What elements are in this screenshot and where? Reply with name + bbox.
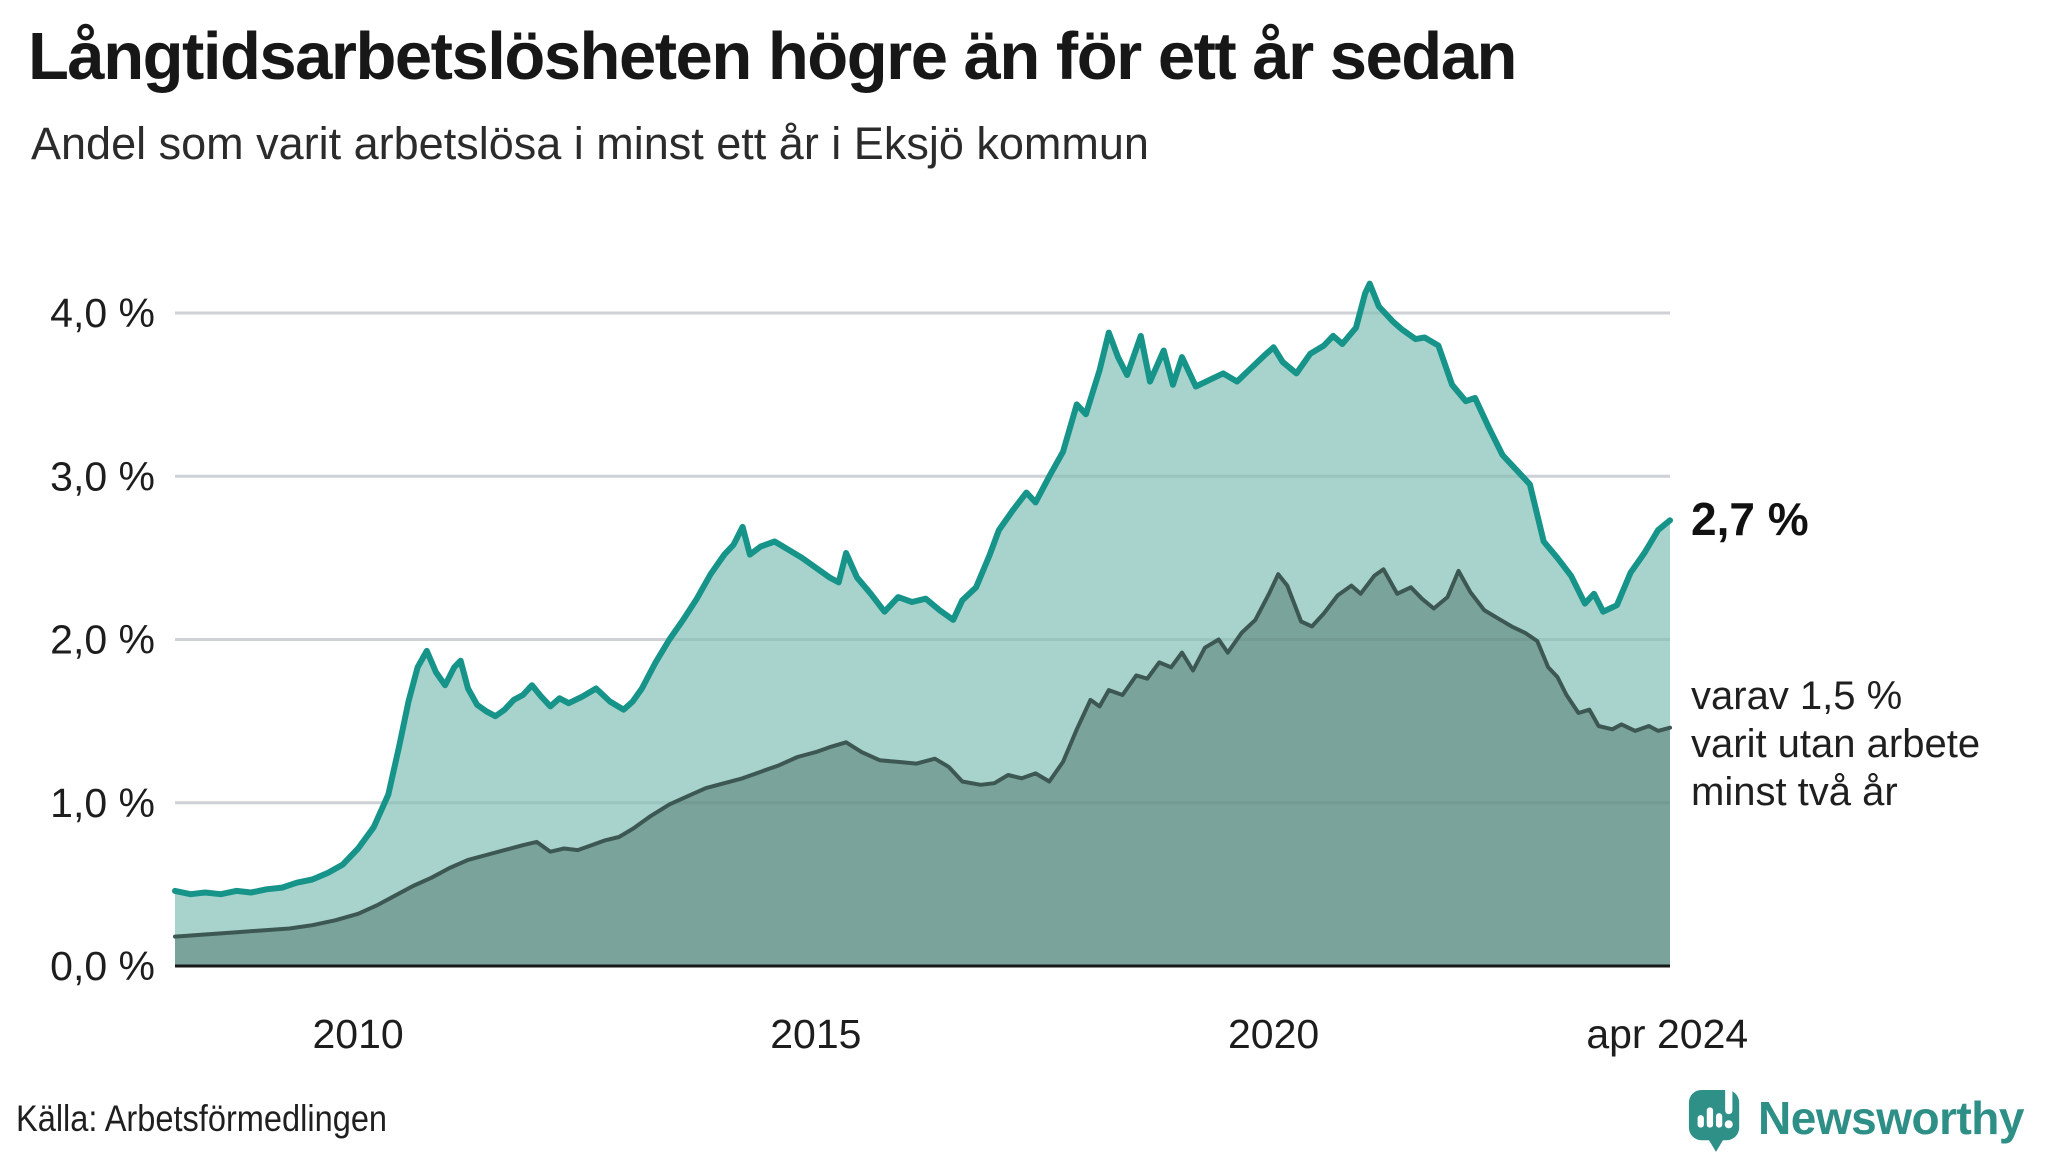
- y-tick-label-1: 1,0 %: [50, 780, 155, 826]
- latest-value-label: 2,7 %: [1691, 493, 1809, 545]
- secondary-annotation: varav 1,5 % varit utan arbete minst två …: [1691, 672, 1980, 816]
- line-unemployed-2yr: [173, 567, 1672, 939]
- y-tick-label-3: 3,0 %: [50, 453, 155, 499]
- x-tick-label-2010: 2010: [312, 1011, 403, 1057]
- x-tick-label-2015: 2015: [770, 1011, 861, 1057]
- area-unemployed-2yr: [175, 569, 1670, 966]
- y-tick-label-4: 4,0 %: [50, 290, 155, 336]
- secondary-annotation-line2: varit utan arbete: [1691, 722, 1981, 766]
- newsworthy-logo-text: Newsworthy: [1758, 1092, 2024, 1144]
- newsworthy-logo-icon: [1688, 1083, 1740, 1152]
- x-tick-label-2020: 2020: [1228, 1011, 1319, 1057]
- newsworthy-logo: Newsworthy: [1686, 1082, 2024, 1152]
- speech-bubble-icon: [1688, 1083, 1740, 1152]
- x-tick-label-apr-2024: apr 2024: [1586, 1011, 1748, 1057]
- chart-subtitle: Andel som varit arbetslösa i minst ett å…: [31, 118, 1149, 169]
- line-unemployed-1yr: [172, 280, 1673, 898]
- secondary-annotation-line3: minst två år: [1691, 770, 1898, 814]
- secondary-annotation-line1: varav 1,5 %: [1691, 674, 1903, 718]
- source-attribution: Källa: Arbetsförmedlingen: [16, 1098, 388, 1139]
- chart-title: Långtidsarbetslösheten högre än för ett …: [28, 19, 1517, 94]
- y-tick-label-0: 0,0 %: [50, 943, 155, 989]
- y-tick-label-2: 2,0 %: [50, 617, 155, 663]
